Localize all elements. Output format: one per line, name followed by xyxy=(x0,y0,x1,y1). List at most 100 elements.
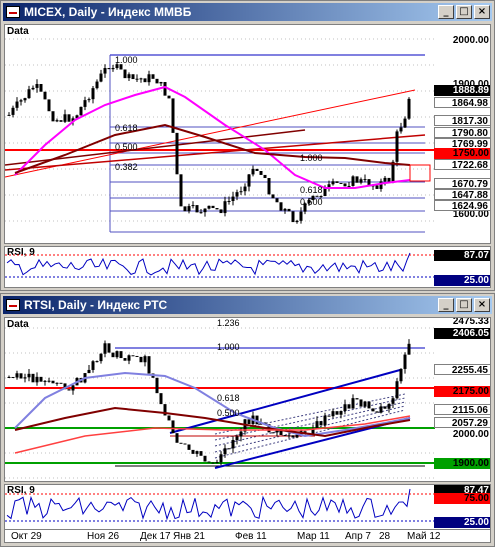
micex-rsi-scale: 87.07 25.00 xyxy=(434,247,490,287)
candle-body xyxy=(219,454,223,463)
candle-body xyxy=(319,421,323,426)
candle-body xyxy=(47,99,51,112)
candle-body xyxy=(331,411,335,417)
candle-body xyxy=(195,451,199,454)
candle-body xyxy=(131,74,135,80)
micex-price-pane[interactable]: Data 1.000 0.618 0.500 0.382 1.000 0.618 0.500… xyxy=(4,24,491,244)
candle-body xyxy=(75,115,79,119)
candle-body xyxy=(287,208,291,212)
candle-body xyxy=(143,356,147,363)
close-button[interactable]: × xyxy=(474,5,490,19)
candle-body xyxy=(395,381,399,399)
candle-body xyxy=(71,385,75,391)
candle-body xyxy=(131,355,135,357)
trend-line xyxy=(5,134,426,171)
micex-chart-window: MICEX, Daily - Индекс ММВБ _ □ × Data 1.… xyxy=(0,0,495,291)
candle-body xyxy=(175,132,179,175)
maximize-button[interactable]: □ xyxy=(456,5,472,19)
candle-body xyxy=(275,198,279,203)
candle-body xyxy=(135,355,139,357)
price-level-label: 1864.98 xyxy=(434,97,490,109)
candle-body xyxy=(343,404,347,412)
moving-average-slow xyxy=(14,406,411,438)
candle-body xyxy=(347,404,351,409)
candle-body xyxy=(359,399,363,407)
candle-body xyxy=(227,200,231,202)
fib-label: 0.618 xyxy=(300,185,323,195)
price-level-label: 2175.00 xyxy=(434,386,490,397)
candle-body xyxy=(55,382,59,384)
candle-body xyxy=(203,455,207,462)
candle-body xyxy=(375,411,379,413)
close-button[interactable]: × xyxy=(474,298,490,312)
candle-body xyxy=(35,376,39,383)
candle-body xyxy=(363,179,367,181)
rtsi-titlebar[interactable]: RTSI, Daily - Индекс РТС _ □ × xyxy=(3,296,492,314)
candle-body xyxy=(335,411,339,415)
candle-body xyxy=(279,428,283,436)
candle-body xyxy=(255,168,259,172)
price-pane-label: Data xyxy=(7,26,29,37)
maximize-button[interactable]: □ xyxy=(456,298,472,312)
micex-rsi-pane[interactable]: RSI, 9 87.07 25.00 xyxy=(4,246,491,288)
candle-body xyxy=(91,361,95,370)
candle-body xyxy=(255,415,259,425)
candle-body xyxy=(59,382,63,384)
candle-body xyxy=(171,98,175,133)
candle-body xyxy=(211,205,215,209)
candle-body xyxy=(315,421,319,429)
candle-body xyxy=(331,181,335,185)
rtsi-rsi-chart xyxy=(5,488,435,522)
candle-body xyxy=(395,131,399,162)
candle-body xyxy=(7,114,11,116)
candle-body xyxy=(251,168,255,175)
candle-body xyxy=(159,82,163,84)
minimize-button[interactable]: _ xyxy=(438,5,454,19)
price-level-label: 1790.80 xyxy=(434,127,490,139)
candle-body xyxy=(47,380,51,382)
candle-body xyxy=(115,64,119,69)
channel-mid-line xyxy=(214,397,406,441)
rtsi-price-pane[interactable]: Data 1.236 1.000 0.618 0.500 2475.33 2000.0… xyxy=(4,317,491,482)
candle-body xyxy=(387,403,391,409)
rtsi-rsi-pane[interactable]: RSI, 9 87.47 75.00 25.00 Окт 29 Ноя 26 Дек 1… xyxy=(4,484,491,543)
fib-label: 1.236 xyxy=(217,318,240,328)
candle-body xyxy=(363,401,367,407)
candle-body xyxy=(95,81,99,89)
trend-line xyxy=(5,89,416,178)
candle-body xyxy=(215,462,219,464)
candle-body xyxy=(119,351,123,359)
candle-body xyxy=(123,358,127,361)
candle-body xyxy=(79,106,83,116)
rtsi-rsi-scale: 87.47 75.00 25.00 xyxy=(434,485,490,529)
candle-body xyxy=(135,78,139,80)
moving-average-slow xyxy=(14,123,411,174)
channel-upper-line xyxy=(169,369,401,434)
fib-label: 0.618 xyxy=(115,123,138,133)
candle-body xyxy=(259,171,263,175)
candle-body xyxy=(343,183,347,187)
candle-body xyxy=(31,87,35,90)
candle-body xyxy=(115,351,119,358)
candle-body xyxy=(151,74,155,79)
rtsi-time-axis: Окт 29 Ноя 26 Дек 17 Янв 21 Фев 11 Мар 11 Апр … xyxy=(5,529,490,542)
candle-body xyxy=(379,181,383,189)
candle-body xyxy=(379,406,383,413)
time-axis-label: Дек 17 xyxy=(140,531,171,542)
candle-body xyxy=(27,89,31,99)
candle-body xyxy=(239,191,243,193)
micex-titlebar[interactable]: MICEX, Daily - Индекс ММВБ _ □ × xyxy=(3,3,492,21)
candle-body xyxy=(91,88,95,100)
moving-average-fast xyxy=(14,371,411,438)
candle-body xyxy=(39,84,43,92)
micex-window-title: MICEX, Daily - Индекс ММВБ xyxy=(24,5,192,19)
time-axis-label: 28 xyxy=(379,531,391,542)
candle-body xyxy=(103,343,107,354)
rtsi-chart-window: RTSI, Daily - Индекс РТС _ □ × Data 1.23… xyxy=(0,293,495,547)
candle-body xyxy=(199,212,203,214)
minimize-button[interactable]: _ xyxy=(438,298,454,312)
candle-body xyxy=(23,377,27,379)
candle-body xyxy=(283,208,287,211)
candle-body xyxy=(27,373,31,378)
